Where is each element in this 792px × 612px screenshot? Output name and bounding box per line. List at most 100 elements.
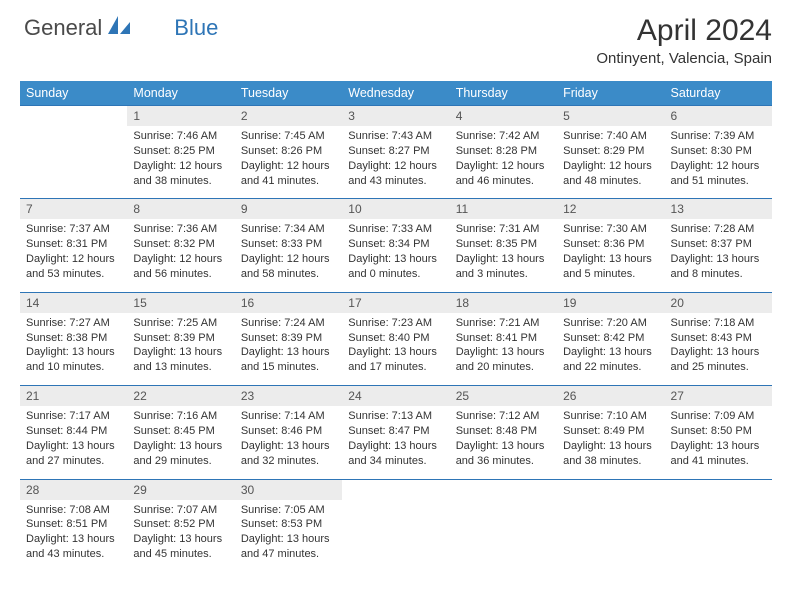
day-content-cell: Sunrise: 7:14 AMSunset: 8:46 PMDaylight:… — [235, 406, 342, 479]
day-number-cell: 17 — [342, 292, 449, 313]
sunset-line: Sunset: 8:39 PM — [133, 331, 228, 346]
sunset-line: Sunset: 8:45 PM — [133, 424, 228, 439]
sunset-line: Sunset: 8:38 PM — [26, 331, 121, 346]
daynum-row: 123456 — [20, 106, 772, 127]
day-content-cell: Sunrise: 7:34 AMSunset: 8:33 PMDaylight:… — [235, 219, 342, 292]
sunset-line: Sunset: 8:28 PM — [456, 144, 551, 159]
day-number-cell — [450, 479, 557, 500]
day-content-cell — [450, 500, 557, 572]
sunrise-line: Sunrise: 7:18 AM — [671, 316, 766, 331]
day-number-cell: 16 — [235, 292, 342, 313]
day-content-cell: Sunrise: 7:40 AMSunset: 8:29 PMDaylight:… — [557, 126, 664, 199]
sunset-line: Sunset: 8:25 PM — [133, 144, 228, 159]
daylight-line: Daylight: 12 hours and 56 minutes. — [133, 252, 228, 282]
sunset-line: Sunset: 8:43 PM — [671, 331, 766, 346]
sunrise-line: Sunrise: 7:10 AM — [563, 409, 658, 424]
daynum-row: 78910111213 — [20, 199, 772, 220]
sunset-line: Sunset: 8:37 PM — [671, 237, 766, 252]
sunrise-line: Sunrise: 7:28 AM — [671, 222, 766, 237]
sunset-line: Sunset: 8:41 PM — [456, 331, 551, 346]
day-number-cell: 14 — [20, 292, 127, 313]
sunrise-line: Sunrise: 7:39 AM — [671, 129, 766, 144]
day-content-cell — [557, 500, 664, 572]
daylight-line: Daylight: 13 hours and 20 minutes. — [456, 345, 551, 375]
day-content-cell — [665, 500, 772, 572]
sunrise-line: Sunrise: 7:20 AM — [563, 316, 658, 331]
day-content-cell: Sunrise: 7:25 AMSunset: 8:39 PMDaylight:… — [127, 313, 234, 386]
daylight-line: Daylight: 13 hours and 10 minutes. — [26, 345, 121, 375]
day-content-cell: Sunrise: 7:33 AMSunset: 8:34 PMDaylight:… — [342, 219, 449, 292]
daylight-line: Daylight: 12 hours and 43 minutes. — [348, 159, 443, 189]
day-content-cell: Sunrise: 7:08 AMSunset: 8:51 PMDaylight:… — [20, 500, 127, 572]
logo-word2: Blue — [174, 15, 218, 41]
sunset-line: Sunset: 8:29 PM — [563, 144, 658, 159]
sunrise-line: Sunrise: 7:21 AM — [456, 316, 551, 331]
daylight-line: Daylight: 13 hours and 22 minutes. — [563, 345, 658, 375]
day-content-cell: Sunrise: 7:37 AMSunset: 8:31 PMDaylight:… — [20, 219, 127, 292]
weekday-header: Tuesday — [235, 81, 342, 106]
daylight-line: Daylight: 13 hours and 43 minutes. — [26, 532, 121, 562]
daylight-line: Daylight: 13 hours and 45 minutes. — [133, 532, 228, 562]
day-content-cell: Sunrise: 7:36 AMSunset: 8:32 PMDaylight:… — [127, 219, 234, 292]
day-content-cell: Sunrise: 7:16 AMSunset: 8:45 PMDaylight:… — [127, 406, 234, 479]
day-content-cell: Sunrise: 7:24 AMSunset: 8:39 PMDaylight:… — [235, 313, 342, 386]
day-content-cell: Sunrise: 7:42 AMSunset: 8:28 PMDaylight:… — [450, 126, 557, 199]
sunset-line: Sunset: 8:50 PM — [671, 424, 766, 439]
day-content-cell: Sunrise: 7:23 AMSunset: 8:40 PMDaylight:… — [342, 313, 449, 386]
sunrise-line: Sunrise: 7:37 AM — [26, 222, 121, 237]
sunrise-line: Sunrise: 7:34 AM — [241, 222, 336, 237]
sunset-line: Sunset: 8:26 PM — [241, 144, 336, 159]
sunrise-line: Sunrise: 7:07 AM — [133, 503, 228, 518]
daylight-line: Daylight: 13 hours and 36 minutes. — [456, 439, 551, 469]
daylight-line: Daylight: 13 hours and 0 minutes. — [348, 252, 443, 282]
sunset-line: Sunset: 8:51 PM — [26, 517, 121, 532]
sunset-line: Sunset: 8:27 PM — [348, 144, 443, 159]
sunrise-line: Sunrise: 7:43 AM — [348, 129, 443, 144]
sunset-line: Sunset: 8:40 PM — [348, 331, 443, 346]
day-content-row: Sunrise: 7:08 AMSunset: 8:51 PMDaylight:… — [20, 500, 772, 572]
day-content-row: Sunrise: 7:37 AMSunset: 8:31 PMDaylight:… — [20, 219, 772, 292]
day-content-cell: Sunrise: 7:05 AMSunset: 8:53 PMDaylight:… — [235, 500, 342, 572]
day-content-cell: Sunrise: 7:39 AMSunset: 8:30 PMDaylight:… — [665, 126, 772, 199]
sunrise-line: Sunrise: 7:36 AM — [133, 222, 228, 237]
sunset-line: Sunset: 8:53 PM — [241, 517, 336, 532]
day-content-cell: Sunrise: 7:10 AMSunset: 8:49 PMDaylight:… — [557, 406, 664, 479]
sunrise-line: Sunrise: 7:23 AM — [348, 316, 443, 331]
day-number-cell: 23 — [235, 386, 342, 407]
daylight-line: Daylight: 12 hours and 53 minutes. — [26, 252, 121, 282]
day-number-cell: 13 — [665, 199, 772, 220]
day-number-cell: 7 — [20, 199, 127, 220]
daylight-line: Daylight: 13 hours and 27 minutes. — [26, 439, 121, 469]
logo: General Blue — [24, 14, 218, 41]
day-content-cell: Sunrise: 7:45 AMSunset: 8:26 PMDaylight:… — [235, 126, 342, 199]
day-number-cell: 4 — [450, 106, 557, 127]
day-number-cell: 29 — [127, 479, 234, 500]
daylight-line: Daylight: 13 hours and 41 minutes. — [671, 439, 766, 469]
day-content-cell: Sunrise: 7:30 AMSunset: 8:36 PMDaylight:… — [557, 219, 664, 292]
day-content-row: Sunrise: 7:46 AMSunset: 8:25 PMDaylight:… — [20, 126, 772, 199]
sunrise-line: Sunrise: 7:42 AM — [456, 129, 551, 144]
sunrise-line: Sunrise: 7:27 AM — [26, 316, 121, 331]
day-number-cell: 28 — [20, 479, 127, 500]
daylight-line: Daylight: 13 hours and 47 minutes. — [241, 532, 336, 562]
day-number-cell: 22 — [127, 386, 234, 407]
daylight-line: Daylight: 13 hours and 15 minutes. — [241, 345, 336, 375]
day-content-cell: Sunrise: 7:31 AMSunset: 8:35 PMDaylight:… — [450, 219, 557, 292]
day-number-cell: 15 — [127, 292, 234, 313]
sunrise-line: Sunrise: 7:17 AM — [26, 409, 121, 424]
daylight-line: Daylight: 13 hours and 13 minutes. — [133, 345, 228, 375]
day-number-cell — [665, 479, 772, 500]
daylight-line: Daylight: 12 hours and 58 minutes. — [241, 252, 336, 282]
weekday-header: Sunday — [20, 81, 127, 106]
day-number-cell — [557, 479, 664, 500]
daylight-line: Daylight: 13 hours and 25 minutes. — [671, 345, 766, 375]
sunrise-line: Sunrise: 7:30 AM — [563, 222, 658, 237]
sunset-line: Sunset: 8:39 PM — [241, 331, 336, 346]
daylight-line: Daylight: 13 hours and 8 minutes. — [671, 252, 766, 282]
day-number-cell: 1 — [127, 106, 234, 127]
logo-sail-icon — [106, 14, 132, 41]
sunrise-line: Sunrise: 7:24 AM — [241, 316, 336, 331]
day-number-cell: 8 — [127, 199, 234, 220]
sunrise-line: Sunrise: 7:13 AM — [348, 409, 443, 424]
weekday-header: Monday — [127, 81, 234, 106]
